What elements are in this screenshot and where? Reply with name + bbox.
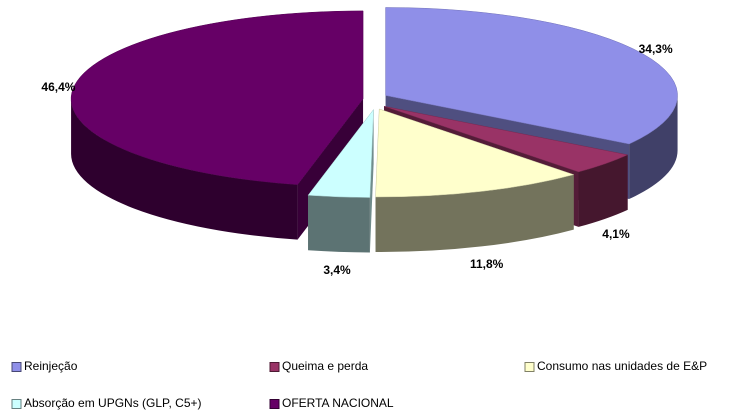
slice-top	[307, 108, 374, 198]
legend-label: Consumo nas unidades de E&P	[537, 359, 707, 373]
legend-swatch	[11, 362, 22, 372]
slice-top	[385, 7, 678, 145]
slice-top	[383, 106, 629, 173]
slice-top	[375, 108, 575, 198]
legend-label: OFERTA NACIONAL	[282, 396, 394, 410]
legend-swatch	[269, 362, 280, 372]
slice-side	[375, 174, 574, 252]
data-label: 46,4%	[41, 80, 75, 94]
slice-side	[578, 154, 628, 227]
data-label: 11,8%	[470, 257, 504, 271]
slice-top	[70, 10, 364, 185]
slice	[375, 108, 575, 252]
data-label: 34,3%	[639, 42, 673, 56]
legend-swatch	[11, 399, 22, 409]
slice-side	[308, 195, 370, 253]
slice-side	[71, 98, 298, 240]
legend-label: Absorção em UPGNs (GLP, C5+)	[24, 396, 202, 410]
data-label: 4,1%	[602, 227, 630, 241]
legend-label: Queima e perda	[282, 359, 368, 373]
legend-swatch	[524, 362, 535, 372]
legend-label: Reinjeção	[24, 359, 78, 373]
slice	[307, 108, 374, 253]
data-label: 3,4%	[323, 263, 351, 277]
legend-swatch	[269, 399, 280, 409]
slice-side	[629, 95, 678, 199]
